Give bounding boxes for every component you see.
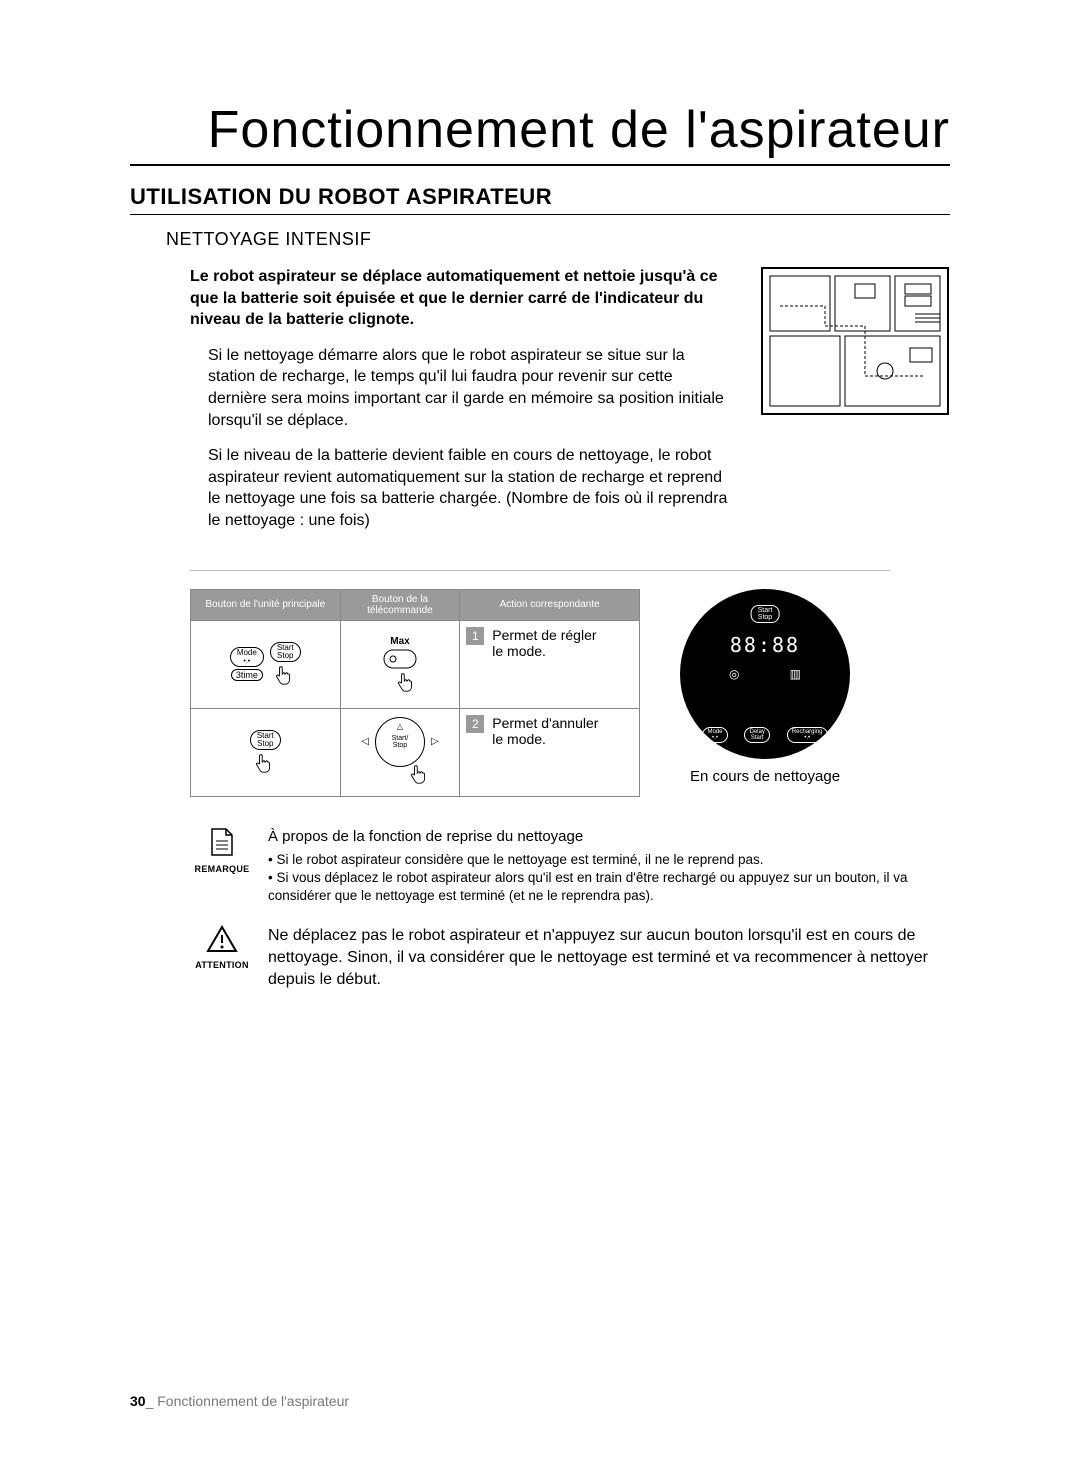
action-text: Permet d'annuler le mode.	[492, 715, 602, 747]
remarque-icon-col: REMARQUE	[190, 827, 254, 906]
cell-main-unit-1: Mode•.• 3time Start Stop	[191, 620, 341, 708]
section-heading: UTILISATION DU ROBOT ASPIRATEUR	[130, 184, 950, 215]
camera-icon: ◎	[729, 667, 739, 681]
table-header-main: Bouton de l'unité principale	[191, 589, 341, 620]
remarque-title: À propos de la fonction de reprise du ne…	[268, 827, 950, 847]
cell-action-1: 1 Permet de régler le mode.	[460, 620, 640, 708]
robot-display-column: Start Stop 88:88 ◎ ▥ Mode•.• Delay Start…	[670, 589, 860, 787]
remote-dpad-icon: △ Start/ Stop	[375, 717, 425, 767]
remarque-label: REMARQUE	[190, 864, 254, 874]
cell-action-2: 2 Permet d'annuler le mode.	[460, 708, 640, 796]
attention-block: ATTENTION Ne déplacez pas le robot aspir…	[190, 925, 950, 990]
table-row: Mode•.• 3time Start Stop Max	[191, 620, 640, 708]
action-number-badge: 2	[466, 715, 484, 733]
intro-bold: Le robot aspirateur se déplace automatiq…	[190, 266, 730, 331]
hand-pointer-icon	[254, 752, 276, 774]
robot-status-icons: ◎ ▥	[680, 667, 850, 681]
robot-mode-button: Mode•.•	[702, 727, 727, 743]
hand-pointer-icon	[274, 664, 296, 686]
robot-bottom-buttons: Mode•.• Delay Start Recharging•.•	[680, 727, 850, 743]
intro-text: Le robot aspirateur se déplace automatiq…	[190, 266, 730, 546]
cell-main-unit-2: Start Stop	[191, 708, 341, 796]
intro-row: Le robot aspirateur se déplace automatiq…	[190, 266, 950, 546]
start-stop-button-icon: Start Stop	[250, 730, 281, 750]
intro-para-2: Si le niveau de la batterie devient faib…	[208, 445, 730, 531]
page-number: 30	[130, 1393, 146, 1409]
robot-caption: En cours de nettoyage	[670, 767, 860, 787]
remarque-bullet-2: • Si vous déplacez le robot aspirateur a…	[268, 869, 950, 905]
robot-display-panel: Start Stop 88:88 ◎ ▥ Mode•.• Delay Start…	[680, 589, 850, 759]
robot-delay-start-button: Delay Start	[744, 727, 769, 743]
mode-button-icon: Mode•.•	[230, 647, 264, 667]
footer-label: _ Fonctionnement de l'aspirateur	[146, 1393, 349, 1409]
battery-icon: ▥	[790, 667, 801, 681]
triangle-up-icon: △	[397, 722, 403, 731]
cell-remote-1: Max	[340, 620, 460, 708]
robot-time-display: 88:88	[730, 633, 800, 657]
attention-icon-col: ATTENTION	[190, 925, 254, 990]
cell-remote-2: ◁ △ Start/ Stop ▷	[340, 708, 460, 796]
remarque-block: REMARQUE À propos de la fonction de repr…	[190, 827, 950, 906]
page-title: Fonctionnement de l'aspirateur	[130, 100, 950, 166]
robot-recharging-button: Recharging•.•	[787, 727, 828, 743]
remarque-text: À propos de la fonction de reprise du ne…	[268, 827, 950, 906]
warning-triangle-icon	[206, 925, 238, 953]
sub-heading: NETTOYAGE INTENSIF	[166, 229, 950, 250]
hand-pointer-icon	[409, 763, 431, 785]
remarque-bullet-1: • Si le robot aspirateur considère que l…	[268, 851, 950, 869]
note-page-icon	[208, 827, 236, 857]
start-stop-button-icon: Start Stop	[270, 642, 301, 662]
attention-text: Ne déplacez pas le robot aspirateur et n…	[268, 925, 950, 990]
hand-pointer-icon	[396, 671, 418, 693]
action-text: Permet de régler le mode.	[492, 627, 602, 659]
attention-label: ATTENTION	[190, 960, 254, 970]
table-row: Start Stop ◁ △ Start/ Stop ▷	[191, 708, 640, 796]
triangle-left-icon: ◁	[361, 736, 369, 747]
triangle-right-icon: ▷	[431, 736, 439, 747]
intro-para-1: Si le nettoyage démarre alors que le rob…	[208, 345, 730, 431]
table-and-robot-row: Bouton de l'unité principale Bouton de l…	[190, 589, 950, 797]
floorplan-diagram	[760, 266, 950, 416]
robot-start-stop-button: Start Stop	[751, 605, 780, 623]
action-number-badge: 1	[466, 627, 484, 645]
section-divider	[190, 570, 890, 571]
page-footer: 30_ Fonctionnement de l'aspirateur	[130, 1393, 349, 1409]
remote-center-label: Start/ Stop	[392, 735, 409, 749]
action-table: Bouton de l'unité principale Bouton de l…	[190, 589, 640, 797]
repeat-3time-icon: 3time	[231, 669, 263, 681]
remote-max-label: Max	[390, 636, 409, 647]
table-header-remote: Bouton de la télécommande	[340, 589, 460, 620]
table-header-action: Action correspondante	[460, 589, 640, 620]
